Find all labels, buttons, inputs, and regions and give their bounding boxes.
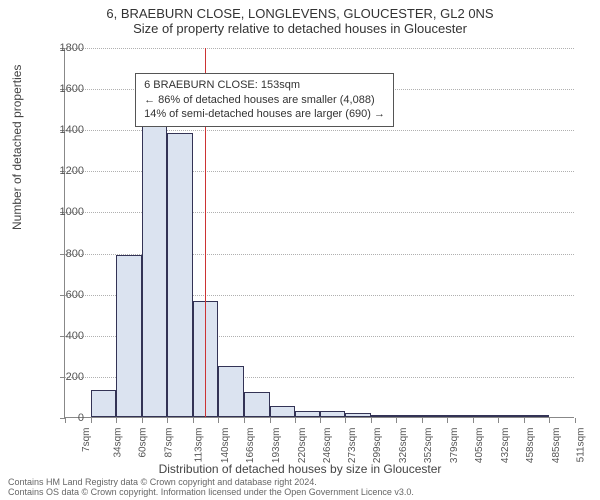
x-tick-mark: [549, 418, 550, 423]
title-line1: 6, BRAEBURN CLOSE, LONGLEVENS, GLOUCESTE…: [0, 6, 600, 21]
x-tick-mark: [116, 418, 117, 423]
x-tick-mark: [396, 418, 397, 423]
y-tick-label: 400: [44, 330, 84, 342]
y-tick-label: 1200: [44, 165, 84, 177]
chart-area: 7sqm34sqm60sqm87sqm113sqm140sqm166sqm193…: [64, 48, 574, 418]
y-tick-label: 1000: [44, 206, 84, 218]
histogram-bar: [320, 411, 345, 417]
x-tick-label: 193sqm: [271, 428, 282, 464]
x-tick-label: 405sqm: [474, 428, 485, 464]
footer-line2: Contains OS data © Crown copyright. Info…: [8, 488, 414, 498]
x-tick-mark: [345, 418, 346, 423]
annotation-box: 6 BRAEBURN CLOSE: 153sqm← 86% of detache…: [135, 73, 394, 128]
histogram-bar: [422, 415, 447, 417]
x-tick-label: 7sqm: [81, 428, 92, 452]
x-tick-label: 60sqm: [137, 428, 148, 458]
x-tick-label: 432sqm: [500, 428, 511, 464]
y-tick-label: 600: [44, 289, 84, 301]
x-tick-mark: [270, 418, 271, 423]
x-tick-mark: [498, 418, 499, 423]
histogram-bar: [270, 406, 295, 417]
x-tick-label: 379sqm: [449, 428, 460, 464]
histogram-bar: [498, 415, 524, 417]
x-tick-mark: [422, 418, 423, 423]
x-tick-label: 246sqm: [322, 428, 333, 464]
histogram-bar: [295, 411, 321, 417]
annotation-line: 14% of semi-detached houses are larger (…: [144, 107, 385, 122]
x-tick-label: 34sqm: [112, 428, 123, 458]
y-tick-label: 800: [44, 248, 84, 260]
histogram-bar: [167, 133, 193, 417]
grid-line: [65, 48, 574, 49]
x-tick-mark: [142, 418, 143, 423]
y-axis-title: Number of detached properties: [10, 65, 24, 230]
x-tick-label: 485sqm: [551, 428, 562, 464]
y-tick-label: 1400: [44, 124, 84, 136]
histogram-bar: [345, 413, 371, 417]
y-tick-label: 1600: [44, 83, 84, 95]
y-tick-label: 200: [44, 371, 84, 383]
x-tick-mark: [295, 418, 296, 423]
y-tick-label: 1800: [44, 42, 84, 54]
x-tick-label: 113sqm: [193, 428, 204, 463]
x-tick-mark: [371, 418, 372, 423]
figure: 6, BRAEBURN CLOSE, LONGLEVENS, GLOUCESTE…: [0, 0, 600, 500]
footer: Contains HM Land Registry data © Crown c…: [8, 478, 414, 498]
histogram-bar: [218, 366, 244, 417]
x-tick-mark: [524, 418, 525, 423]
x-tick-label: 140sqm: [220, 428, 231, 464]
histogram-bar: [244, 392, 270, 417]
x-tick-label: 511sqm: [575, 428, 586, 463]
histogram-bar: [142, 114, 167, 417]
x-tick-label: 352sqm: [423, 428, 434, 464]
title-block: 6, BRAEBURN CLOSE, LONGLEVENS, GLOUCESTE…: [0, 0, 600, 36]
x-tick-mark: [473, 418, 474, 423]
histogram-bar: [524, 415, 549, 417]
histogram-bar: [91, 390, 116, 417]
x-tick-mark: [575, 418, 576, 423]
x-tick-label: 458sqm: [525, 428, 536, 464]
x-tick-label: 220sqm: [297, 428, 308, 464]
histogram-bar: [396, 415, 422, 417]
x-tick-mark: [244, 418, 245, 423]
x-tick-mark: [218, 418, 219, 423]
x-tick-mark: [447, 418, 448, 423]
x-tick-label: 273sqm: [348, 428, 359, 464]
x-tick-mark: [193, 418, 194, 423]
plot: 7sqm34sqm60sqm87sqm113sqm140sqm166sqm193…: [64, 48, 574, 418]
x-tick-label: 87sqm: [163, 428, 174, 458]
x-tick-label: 166sqm: [245, 428, 256, 464]
y-tick-label: 0: [44, 412, 84, 424]
x-tick-label: 299sqm: [373, 428, 384, 464]
histogram-bar: [447, 415, 473, 417]
annotation-line: ← 86% of detached houses are smaller (4,…: [144, 93, 385, 108]
histogram-bar: [116, 255, 142, 417]
x-tick-mark: [167, 418, 168, 423]
x-tick-mark: [320, 418, 321, 423]
x-tick-mark: [91, 418, 92, 423]
x-tick-label: 326sqm: [398, 428, 409, 464]
x-axis-title: Distribution of detached houses by size …: [0, 462, 600, 476]
histogram-bar: [473, 415, 498, 417]
annotation-line: 6 BRAEBURN CLOSE: 153sqm: [144, 78, 385, 93]
histogram-bar: [371, 415, 396, 417]
title-line2: Size of property relative to detached ho…: [0, 21, 600, 36]
